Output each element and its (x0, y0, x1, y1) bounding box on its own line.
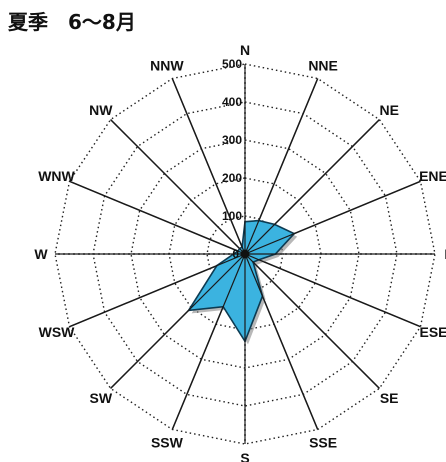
direction-label-nnw: NNW (150, 58, 184, 74)
direction-label-nw: NW (89, 102, 113, 118)
spoke-overlay-wnw (69, 180, 246, 255)
tick-label-500: 500 (222, 57, 242, 71)
spoke-overlay-se (244, 253, 380, 389)
chart-title: 夏季 6〜8月 (8, 10, 136, 34)
tick-label-300: 300 (222, 133, 242, 147)
direction-labels: N NNE NE ENE E ESE SE SSE S SSW SW WSW W WNW NW NNW (34, 42, 446, 462)
series (55, 64, 435, 444)
spoke-overlay-wsw (69, 253, 246, 328)
spoke-overlay-ne (244, 119, 380, 255)
series-area (187, 219, 296, 344)
direction-label-se: SE (380, 390, 399, 406)
tick-label-200: 200 (222, 171, 242, 185)
direction-label-ssw: SSW (151, 435, 184, 451)
tick-label-400: 400 (222, 95, 242, 109)
direction-label-w: W (34, 246, 48, 262)
direction-label-s: S (240, 450, 249, 462)
tick-labels: 0 100 200 300 400 500 (222, 57, 242, 261)
direction-label-n: N (240, 42, 250, 58)
center-dot (240, 249, 250, 259)
direction-label-sse: SSE (309, 435, 337, 451)
direction-label-wsw: WSW (39, 324, 76, 340)
direction-label-ene: ENE (419, 168, 446, 184)
direction-label-sw: SW (90, 390, 113, 406)
direction-label-nne: NNE (308, 58, 338, 74)
direction-label-ese: ESE (419, 324, 446, 340)
direction-label-wnw: WNW (38, 168, 75, 184)
spoke-overlay-sw (110, 253, 246, 389)
spoke-overlay-nne (244, 78, 319, 255)
spoke-overlay-ssw (171, 253, 246, 430)
spoke-overlay-ese (244, 253, 421, 328)
spoke-overlay-nw (110, 119, 246, 255)
spoke-overlay-sse (244, 253, 319, 430)
direction-label-ne: NE (379, 102, 398, 118)
tick-label-0: 0 (232, 247, 239, 261)
tick-label-100: 100 (222, 209, 242, 223)
ring-400 (92, 101, 398, 407)
spoke-overlay-nnw (171, 78, 246, 255)
spoke-overlay-ene (244, 180, 421, 255)
direction-label-e: E (444, 246, 446, 262)
